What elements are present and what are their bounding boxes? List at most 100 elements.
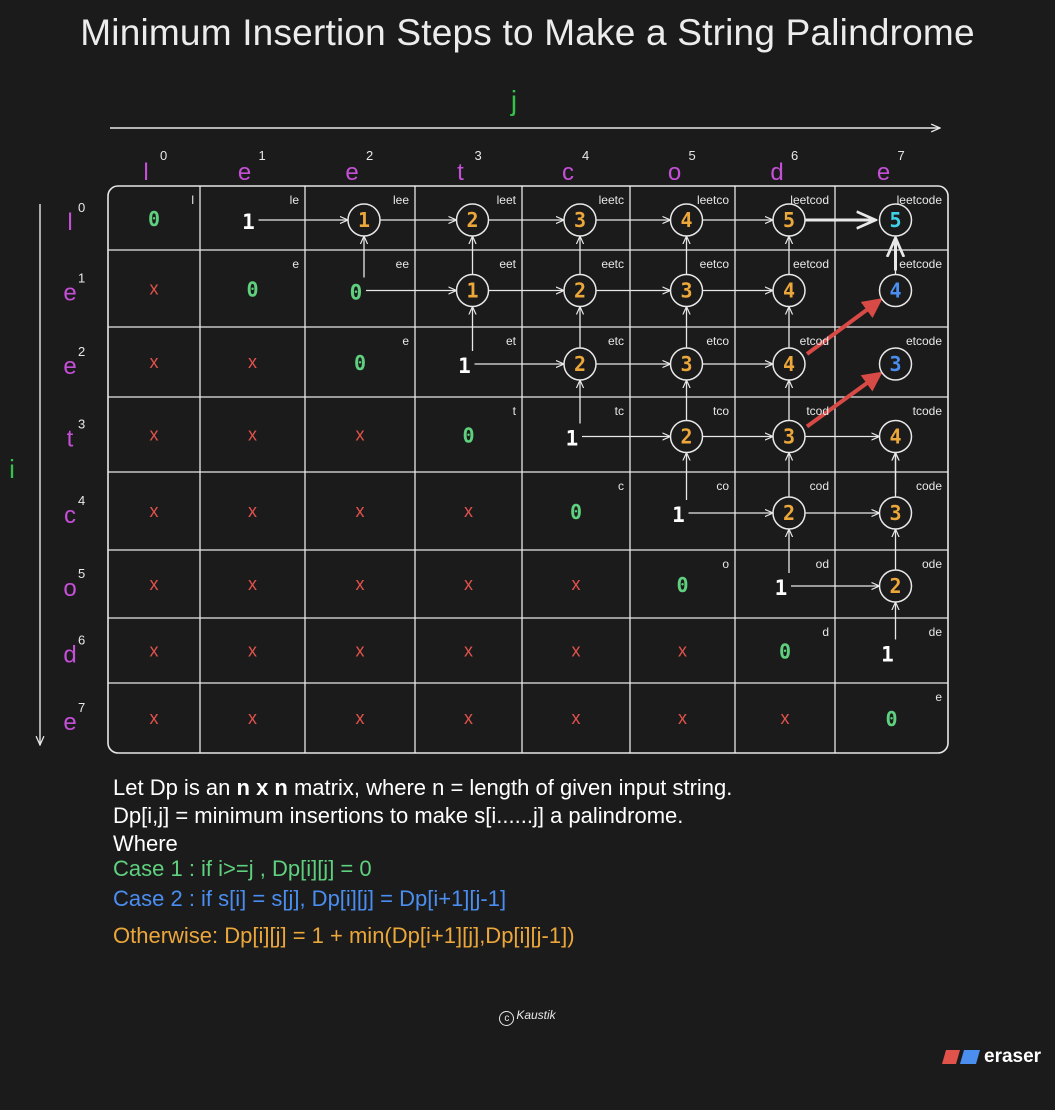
dp-cell-circle [669,273,704,308]
col-header-index: 1 [259,148,266,163]
cell-substring: eetc [601,257,624,271]
cell-substring: etco [706,334,729,348]
col-header-char: d [770,159,783,186]
cell-substring: lee [393,193,409,207]
row-header-char: c [64,502,76,529]
row-header-char: e [63,280,76,307]
dp-cell-circle [347,203,381,237]
dp-cell-invalid: x [572,574,581,594]
otherwise-rule: Otherwise: Dp[i][j] = 1 + min(Dp[i+1][j]… [113,923,575,948]
dp-cell-circle [878,419,913,454]
dp-cell-pair: 1 [775,576,788,600]
row-header-index: 7 [78,700,85,715]
row-header-char: d [63,642,76,669]
cell-substring: od [816,557,829,571]
dp-cell-value: 3 [680,352,692,376]
cell-substring: etcod [800,334,829,348]
col-header-char: e [345,159,358,186]
dp-cell-value: 3 [574,208,586,232]
cell-substring: eetcode [899,257,942,271]
dp-cell-value: 2 [783,501,795,525]
row-header-char: e [63,353,76,380]
diagonal-case2-arrow [805,371,883,429]
dp-cell-circle [878,569,913,603]
dp-cell-invalid: x [150,708,159,728]
cell-substring: e [402,334,409,348]
dp-cell-value: 3 [783,425,795,449]
dp-cell-base: 0 [676,573,688,597]
dp-cell-invalid: x [248,501,257,521]
dp-cell-circle [669,347,704,381]
row-header-index: 1 [78,271,85,286]
dp-cell-invalid: x [464,641,473,661]
dp-cell-invalid: x [248,708,257,728]
dp-cell-invalid: x [150,641,159,661]
dp-cell-invalid: x [150,279,159,299]
row-header-char: e [63,709,76,736]
dp-cell-value: 5 [889,208,901,232]
dp-cell-invalid: x [248,574,257,594]
dp-cell-circle [563,203,597,237]
dp-cell-base: 0 [354,351,366,375]
dp-cell-invalid: x [781,708,790,728]
dp-cell-invalid: x [572,708,581,728]
brand-name: eraser [984,1046,1042,1067]
i-axis-label: i [9,454,15,484]
dp-cell-pair: 1 [672,503,685,527]
row-header-index: 0 [78,200,85,215]
dp-cell-value: 4 [889,425,901,449]
row-header-char: o [63,575,76,602]
cell-substring: t [513,404,517,418]
page-title: Minimum Insertion Steps to Make a String… [80,12,975,53]
row-header-index: 4 [78,493,85,508]
dp-cell-invalid: x [356,574,365,594]
dp-cell-circle [772,347,806,381]
j-axis-label: j [510,85,517,116]
cell-substring: leetcod [790,193,829,207]
col-header-index: 7 [898,148,905,163]
dp-cell-invalid: x [150,425,159,445]
cell-substring: ode [922,557,942,571]
cell-substring: etcode [906,334,942,348]
col-header-char: l [143,159,148,186]
dp-cell-circle [669,203,704,237]
cell-substring: eet [499,257,516,271]
dp-cell-value: 2 [574,352,586,376]
dp-cell-invalid: x [248,425,257,445]
dp-cell-circle [563,347,597,381]
cell-substring: co [716,479,729,493]
dp-cell-circle [772,496,806,530]
dp-cell-value: 2 [466,208,478,232]
dp-cell-value: 2 [680,425,692,449]
dp-cell-circle [772,203,806,237]
dp-cell-invalid: x [678,708,687,728]
row-header-index: 2 [78,344,85,359]
cell-substring: tc [615,404,624,418]
cell-substring: etc [608,334,624,348]
dp-cell-circle [878,203,913,237]
dp-cell-base: 0 [779,640,791,664]
cell-substring: tcode [913,404,943,418]
col-header-char: o [668,159,681,186]
description-line-1: Let Dp is an n x n matrix, where n = len… [113,775,733,800]
dp-cell-pair: 1 [566,427,579,451]
dp-cell-invalid: x [572,641,581,661]
col-header-index: 5 [689,148,696,163]
dp-cell-invalid: x [356,641,365,661]
cell-substring: le [290,193,300,207]
col-header-char: e [238,159,251,186]
col-header-char: t [457,159,464,186]
dp-cell-base: 0 [246,278,258,302]
dp-cell-invalid: x [678,641,687,661]
cell-substring: eetcod [793,257,829,271]
dp-cell-circle [669,419,704,454]
row-header-index: 5 [78,566,85,581]
dp-cell-circle [455,273,490,308]
cell-substring: o [722,557,729,571]
row-header-index: 6 [78,633,85,648]
eraser-logo-icon [942,1050,980,1064]
col-header-index: 4 [582,148,589,163]
dp-cell-base: 0 [885,707,897,731]
dp-cell-invalid: x [356,501,365,521]
